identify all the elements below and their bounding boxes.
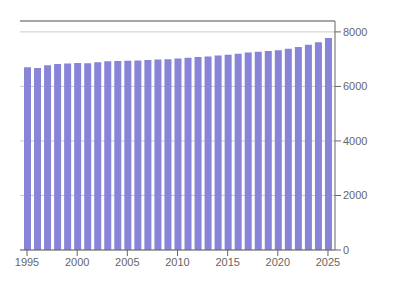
- svg-text:0: 0: [343, 244, 349, 256]
- svg-text:2020: 2020: [266, 256, 290, 268]
- svg-text:2010: 2010: [165, 256, 189, 268]
- svg-text:2015: 2015: [215, 256, 239, 268]
- svg-text:2000: 2000: [343, 189, 367, 201]
- svg-text:1995: 1995: [15, 256, 39, 268]
- svg-text:6000: 6000: [343, 80, 367, 92]
- svg-text:4000: 4000: [343, 135, 367, 147]
- svg-text:2025: 2025: [316, 256, 340, 268]
- svg-text:2005: 2005: [115, 256, 139, 268]
- svg-text:2000: 2000: [65, 256, 89, 268]
- svg-text:8000: 8000: [343, 26, 367, 38]
